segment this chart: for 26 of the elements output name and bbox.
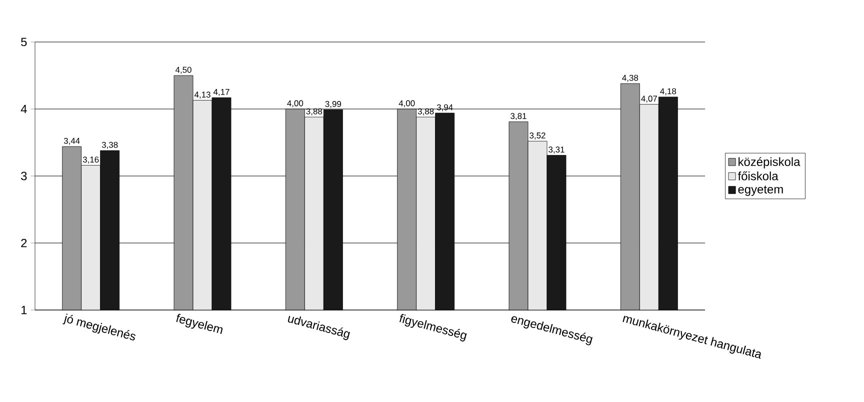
data-label: 4,13 [194,92,210,99]
y-tick-label: 1 [21,306,27,314]
data-label: 3,99 [325,100,342,108]
y-tick-label: 5 [21,38,27,46]
legend-label: középiskola [738,157,800,168]
data-label: 3,44 [64,138,80,145]
data-label: 4,38 [622,74,638,82]
legend-label: főiskola [738,171,778,180]
data-label: 3,16 [82,156,99,164]
y-tick-label: 4 [20,104,27,114]
legend-label: egyetem [738,186,783,196]
data-label: 3,81 [510,113,526,120]
data-label: 3,88 [418,108,434,116]
data-label: 3,31 [548,146,564,154]
data-label: 3,38 [102,142,118,149]
data-label: 3,94 [436,104,453,112]
data-label: 4,18 [660,88,676,96]
data-label: 4,50 [175,66,192,74]
y-tick-label: 2 [21,238,27,248]
data-label: 4,07 [641,96,657,103]
data-label: 4,00 [398,100,415,108]
data-label: 3,52 [530,132,546,140]
data-label: 3,88 [306,108,322,116]
data-label: 4,17 [213,89,230,96]
y-tick-label: 3 [21,172,27,180]
data-label: 4,00 [287,100,304,108]
